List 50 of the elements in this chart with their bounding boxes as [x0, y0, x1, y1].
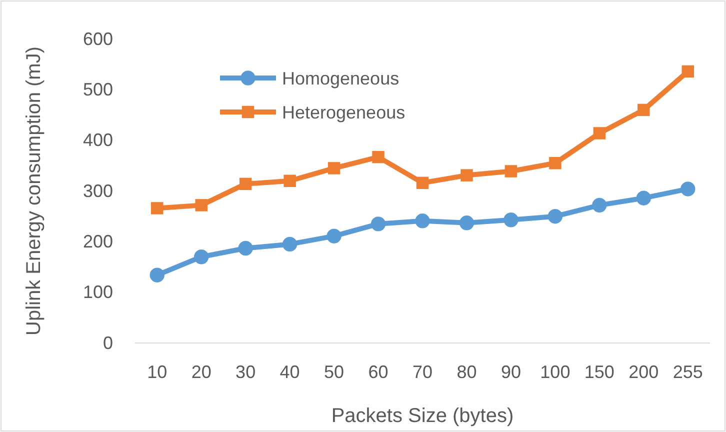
- point: [680, 182, 696, 196]
- x-tick-label: 50: [324, 362, 344, 382]
- point: [416, 176, 429, 190]
- y-tick-label: 100: [82, 282, 113, 302]
- point: [150, 268, 164, 282]
- x-tick-label: 150: [584, 362, 614, 382]
- x-tick-label: 100: [540, 362, 570, 382]
- x-tick-label: 20: [191, 362, 212, 382]
- point: [548, 208, 563, 224]
- point: [504, 212, 518, 228]
- y-tick-label: 500: [82, 79, 113, 100]
- point: [415, 214, 430, 228]
- point: [682, 65, 694, 78]
- point: [372, 150, 384, 164]
- x-axis-title: Packets Size (bytes): [331, 405, 514, 427]
- point: [593, 127, 606, 140]
- point: [194, 250, 209, 264]
- y-tick-label: 600: [82, 28, 113, 49]
- x-tick-label: 10: [147, 362, 168, 382]
- x-tick-label: 70: [412, 362, 433, 382]
- point: [282, 236, 298, 252]
- x-tick-label: 255: [672, 362, 703, 382]
- point: [504, 165, 518, 178]
- legend-label: Heterogeneous: [282, 102, 406, 122]
- legend-label: Homogeneous: [282, 68, 400, 88]
- x-tick-label: 40: [280, 362, 300, 382]
- x-tick-label: 60: [368, 362, 388, 382]
- point: [195, 199, 208, 212]
- point: [638, 104, 650, 116]
- y-tick-label: 200: [82, 231, 113, 252]
- point: [592, 198, 607, 213]
- point: [284, 174, 296, 187]
- point: [370, 216, 386, 232]
- point: [460, 169, 473, 182]
- point: [459, 216, 474, 230]
- point: [636, 190, 652, 206]
- point: [150, 202, 164, 214]
- point: [549, 157, 562, 170]
- x-tick-label: 80: [456, 362, 477, 382]
- y-axis-title: Uplink Energy consumption (mJ): [23, 46, 45, 336]
- point: [239, 178, 252, 190]
- y-tick-label: 400: [82, 130, 113, 150]
- x-tick-label: 90: [500, 362, 521, 382]
- point: [326, 228, 342, 244]
- y-tick-label: 0: [102, 332, 113, 353]
- point: [238, 240, 253, 256]
- point: [328, 162, 340, 174]
- x-tick-label: 30: [236, 362, 256, 382]
- x-tick-label: 200: [628, 362, 659, 382]
- y-tick-label: 300: [82, 180, 113, 201]
